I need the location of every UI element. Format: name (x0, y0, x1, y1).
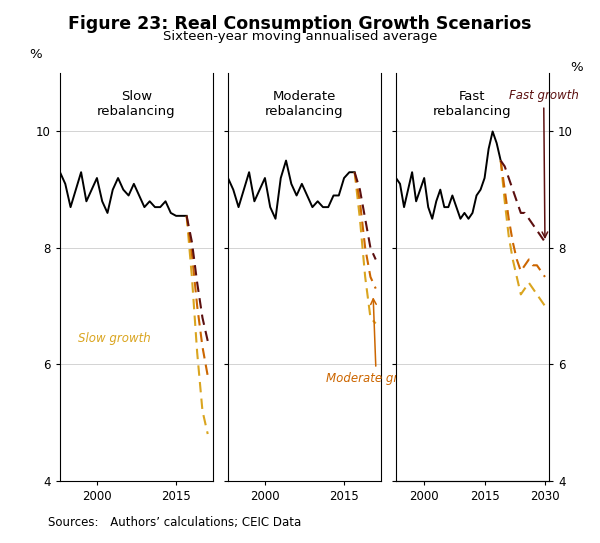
Text: Sixteen-year moving annualised average: Sixteen-year moving annualised average (163, 30, 437, 43)
Text: Moderate
rebalancing: Moderate rebalancing (265, 90, 344, 118)
Text: Fast
rebalancing: Fast rebalancing (433, 90, 512, 118)
Text: Slow
rebalancing: Slow rebalancing (97, 90, 176, 118)
Y-axis label: %: % (570, 61, 583, 74)
Text: Fast growth: Fast growth (509, 90, 578, 237)
Y-axis label: %: % (29, 48, 42, 61)
Text: Moderate growth: Moderate growth (326, 299, 427, 384)
Text: Sources: Authors’ calculations; CEIC Data: Sources: Authors’ calculations; CEIC Dat… (48, 516, 301, 529)
Text: Slow growth: Slow growth (79, 332, 151, 344)
Text: Figure 23: Real Consumption Growth Scenarios: Figure 23: Real Consumption Growth Scena… (68, 15, 532, 33)
